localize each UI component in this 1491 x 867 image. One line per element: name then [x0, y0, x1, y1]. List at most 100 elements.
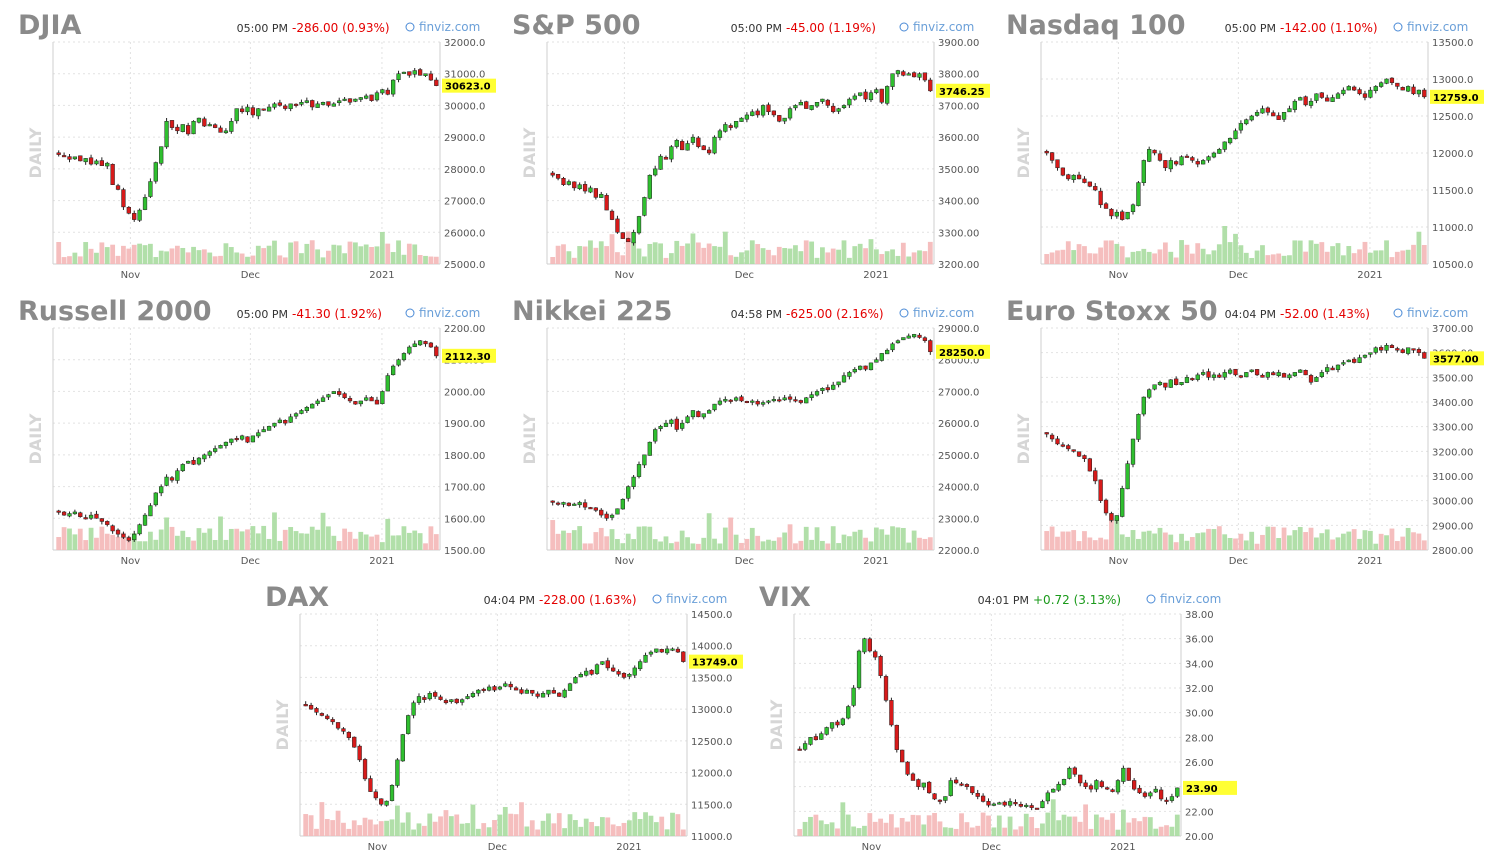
candle — [856, 650, 862, 688]
volume-bar — [1179, 533, 1184, 550]
candle — [771, 110, 777, 116]
candle — [744, 114, 750, 120]
brand-link[interactable]: finviz.com — [666, 592, 727, 606]
candle — [1190, 157, 1195, 161]
candle — [1061, 779, 1067, 785]
quote-time: 04:58 PM — [731, 308, 782, 321]
volume-bar — [809, 241, 815, 264]
candle — [669, 146, 674, 160]
candle — [970, 786, 975, 794]
candle — [733, 397, 739, 401]
volume-bar — [411, 829, 416, 836]
brand-link[interactable]: finviz.com — [419, 306, 480, 320]
candle — [620, 232, 625, 239]
volume-bar — [1384, 240, 1389, 264]
y-tick-label: 32.00 — [1185, 684, 1214, 695]
candle — [1163, 382, 1168, 388]
candle — [389, 785, 395, 801]
volume-bar — [1077, 821, 1083, 836]
volume-bar — [868, 239, 874, 264]
volume-bar — [766, 539, 771, 550]
candle — [1130, 204, 1136, 213]
y-tick-label: 11500.0 — [691, 800, 732, 811]
candle — [428, 342, 434, 348]
volume-bar — [385, 518, 391, 550]
volume-bar — [1162, 532, 1168, 550]
volume-bar — [782, 248, 788, 264]
candle — [980, 795, 986, 802]
candle — [627, 674, 632, 677]
y-tick-label: 12500.0 — [1432, 112, 1473, 123]
candle — [1384, 345, 1389, 351]
candle — [647, 441, 652, 456]
candle — [1175, 787, 1180, 797]
candle — [175, 470, 180, 481]
volume-bar — [620, 543, 626, 550]
volume-bar — [598, 527, 604, 550]
volume-bar — [1103, 240, 1109, 264]
candle — [991, 803, 997, 806]
volume-bar — [647, 243, 653, 264]
candle — [153, 492, 158, 506]
volume-bar — [1292, 240, 1298, 264]
candle — [1384, 78, 1389, 84]
candle — [1298, 97, 1303, 101]
candle — [1141, 396, 1146, 415]
chart-title: S&P 500 — [512, 10, 641, 41]
candle — [900, 749, 905, 763]
volume-bar — [423, 255, 428, 264]
brand-link[interactable]: finviz.com — [419, 20, 480, 34]
period-label: DAILY — [273, 699, 292, 750]
candle — [631, 476, 636, 487]
volume-bar — [942, 827, 948, 836]
candle — [1060, 444, 1066, 447]
volume-bar — [438, 816, 443, 836]
volume-bar — [88, 527, 94, 550]
brand-link[interactable]: finviz.com — [1407, 306, 1468, 320]
candle — [863, 91, 868, 100]
y-tick-label: 13500.0 — [1432, 38, 1473, 49]
candle — [1066, 445, 1071, 450]
brand-link[interactable]: finviz.com — [1407, 20, 1468, 34]
volume-bar — [829, 822, 835, 836]
candle — [304, 100, 309, 103]
volume-bar — [77, 256, 83, 264]
y-tick-label: 22000.0 — [938, 546, 979, 557]
candle — [314, 708, 319, 713]
volume-bar — [1060, 249, 1066, 264]
candle — [417, 69, 423, 76]
candle — [755, 110, 760, 116]
candle — [407, 71, 412, 76]
volume-bar — [324, 818, 330, 836]
candle — [308, 704, 314, 710]
y-tick-label: 38.00 — [1185, 610, 1214, 621]
volume-bar — [212, 540, 218, 550]
volume-bar — [1055, 536, 1060, 550]
volume-bar — [991, 827, 997, 836]
finviz-brand-icon — [405, 22, 415, 32]
volume-bar — [1098, 247, 1104, 264]
candle — [476, 689, 481, 694]
volume-bar — [342, 528, 347, 550]
candle — [1200, 372, 1206, 375]
brand-link[interactable]: finviz.com — [913, 306, 974, 320]
volume-bar — [342, 253, 347, 264]
brand-link[interactable]: finviz.com — [1160, 592, 1221, 606]
candle — [701, 145, 706, 151]
x-tick-label: Nov — [121, 556, 141, 567]
volume-bar — [593, 247, 599, 264]
candle — [245, 106, 250, 113]
candle — [1292, 372, 1297, 377]
volume-bar — [363, 534, 369, 550]
candle — [578, 674, 583, 678]
candle — [782, 397, 787, 401]
candle — [901, 337, 906, 341]
brand-link[interactable]: finviz.com — [913, 20, 974, 34]
volume-bar — [1088, 828, 1094, 836]
volume-bar — [609, 234, 615, 264]
volume-bar — [841, 534, 847, 550]
volume-bar — [582, 543, 588, 550]
candle — [1190, 378, 1195, 381]
volume-bar — [868, 541, 874, 550]
candle — [819, 733, 824, 740]
